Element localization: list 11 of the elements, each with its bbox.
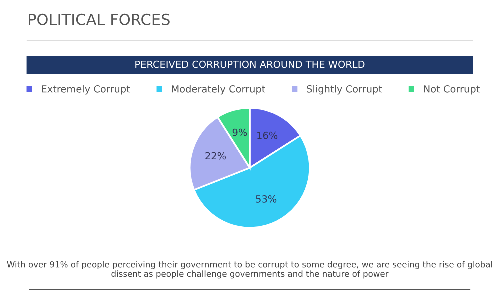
data-label: 16% (258, 132, 278, 140)
legend-label: Not Corrupt (424, 85, 480, 95)
data-label: 9% (232, 128, 248, 136)
text: With over 91% of people perceiving their government to be corrupt to some degree, we are seeing the rise of global dissent as people challenge governments and the nature of power (7, 261, 492, 279)
text: POLITICAL FORCES (29, 14, 170, 26)
data-label: 53% (256, 196, 277, 203)
legend-label: Slightly Corrupt (307, 85, 382, 95)
legend-label: Extremely Corrupt (42, 85, 130, 95)
chart-title: PERCEIVED CORRUPTION AROUND THE WORLD (136, 60, 365, 68)
data-label: 22% (206, 152, 226, 160)
legend-label: Moderately Corrupt (172, 85, 266, 95)
